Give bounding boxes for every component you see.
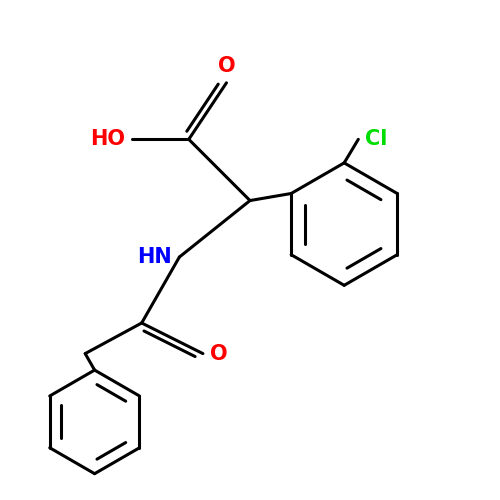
Text: HN: HN [138,247,172,267]
Text: HO: HO [90,130,125,150]
Text: Cl: Cl [366,130,388,150]
Text: O: O [218,56,236,76]
Text: O: O [210,344,228,363]
